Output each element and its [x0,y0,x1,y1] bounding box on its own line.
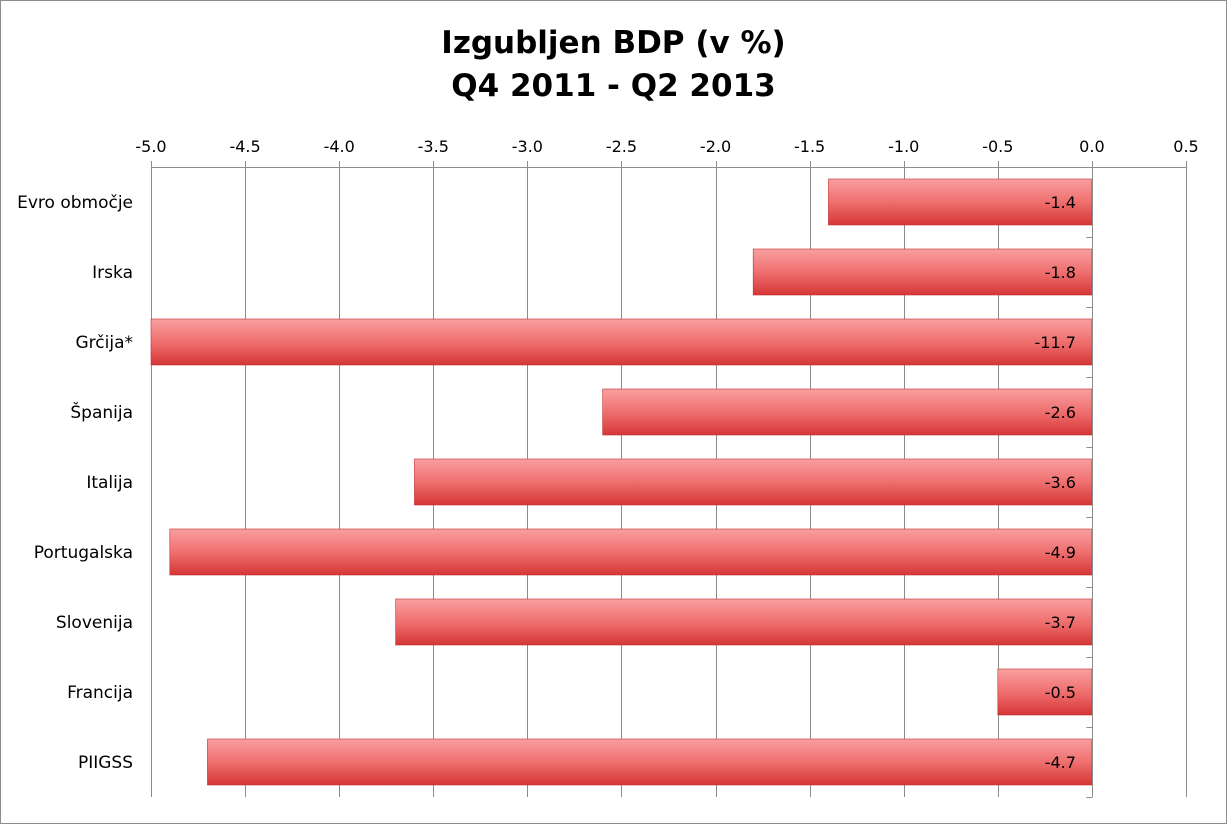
x-tick-label: -2.5 [606,137,637,156]
bar-3 [602,388,1093,436]
category-label: Italija [86,473,133,493]
data-label: -4.7 [1045,753,1076,772]
data-labels: -1.4 -1.8 -11.7 -2.6 -3.6 -4.9 -3.7 -0.5 -4.7 [1035,193,1076,772]
x-tick-label: -5.0 [135,137,166,156]
x-tick-label: -3.5 [418,137,449,156]
x-tick-label: 0.5 [1173,137,1198,156]
bar-6 [395,598,1093,646]
bar-4 [414,458,1093,506]
x-tick-label: -1.0 [888,137,919,156]
data-label: -2.6 [1045,403,1076,422]
category-label: Portugalska [34,543,133,563]
x-tick-label: 0.0 [1079,137,1104,156]
data-label: -3.7 [1045,613,1076,632]
bar-1 [752,248,1093,296]
category-labels: Evro območje Irska Grčija* Španija Italija Po… [17,193,133,773]
x-axis-tick-labels: -5.0 -4.5 -4.0 -3.5 -3.0 -2.5 -2.0 -1.5 -1.0 -0.5… [135,137,1198,156]
category-label: PIIGSS [78,753,133,773]
data-label: -1.8 [1045,263,1076,282]
bar-5 [169,528,1093,576]
category-label: Španija [70,401,133,423]
category-label: Grčija* [76,333,134,353]
bar-7 [997,668,1093,716]
data-label: -1.4 [1045,193,1076,212]
category-label: Irska [92,263,133,283]
data-label: -11.7 [1035,333,1076,352]
category-label: Slovenija [56,613,133,633]
x-tick-label: -4.0 [324,137,355,156]
chart-subtitle: Q4 2011 - Q2 2013 [451,68,776,104]
bar-2 [150,318,1093,366]
data-label: -3.6 [1045,473,1076,492]
x-tick-label: -3.0 [512,137,543,156]
bar-0 [828,178,1093,226]
x-tick-label: -0.5 [982,137,1013,156]
chart-title: Izgubljen BDP (v %) Q4 2011 - Q2 2013 [0,22,1227,108]
bars [150,178,1093,786]
bar-8 [207,738,1093,786]
chart-title-line1: Izgubljen BDP (v %) [441,25,786,61]
data-label: -0.5 [1045,683,1076,702]
data-label: -4.9 [1045,543,1076,562]
x-tick-label: -2.0 [700,137,731,156]
category-label: Francija [67,683,133,703]
x-tick-label: -4.5 [229,137,260,156]
category-label: Evro območje [17,193,133,213]
x-tick-label: -1.5 [794,137,825,156]
y-axis [1086,167,1093,798]
